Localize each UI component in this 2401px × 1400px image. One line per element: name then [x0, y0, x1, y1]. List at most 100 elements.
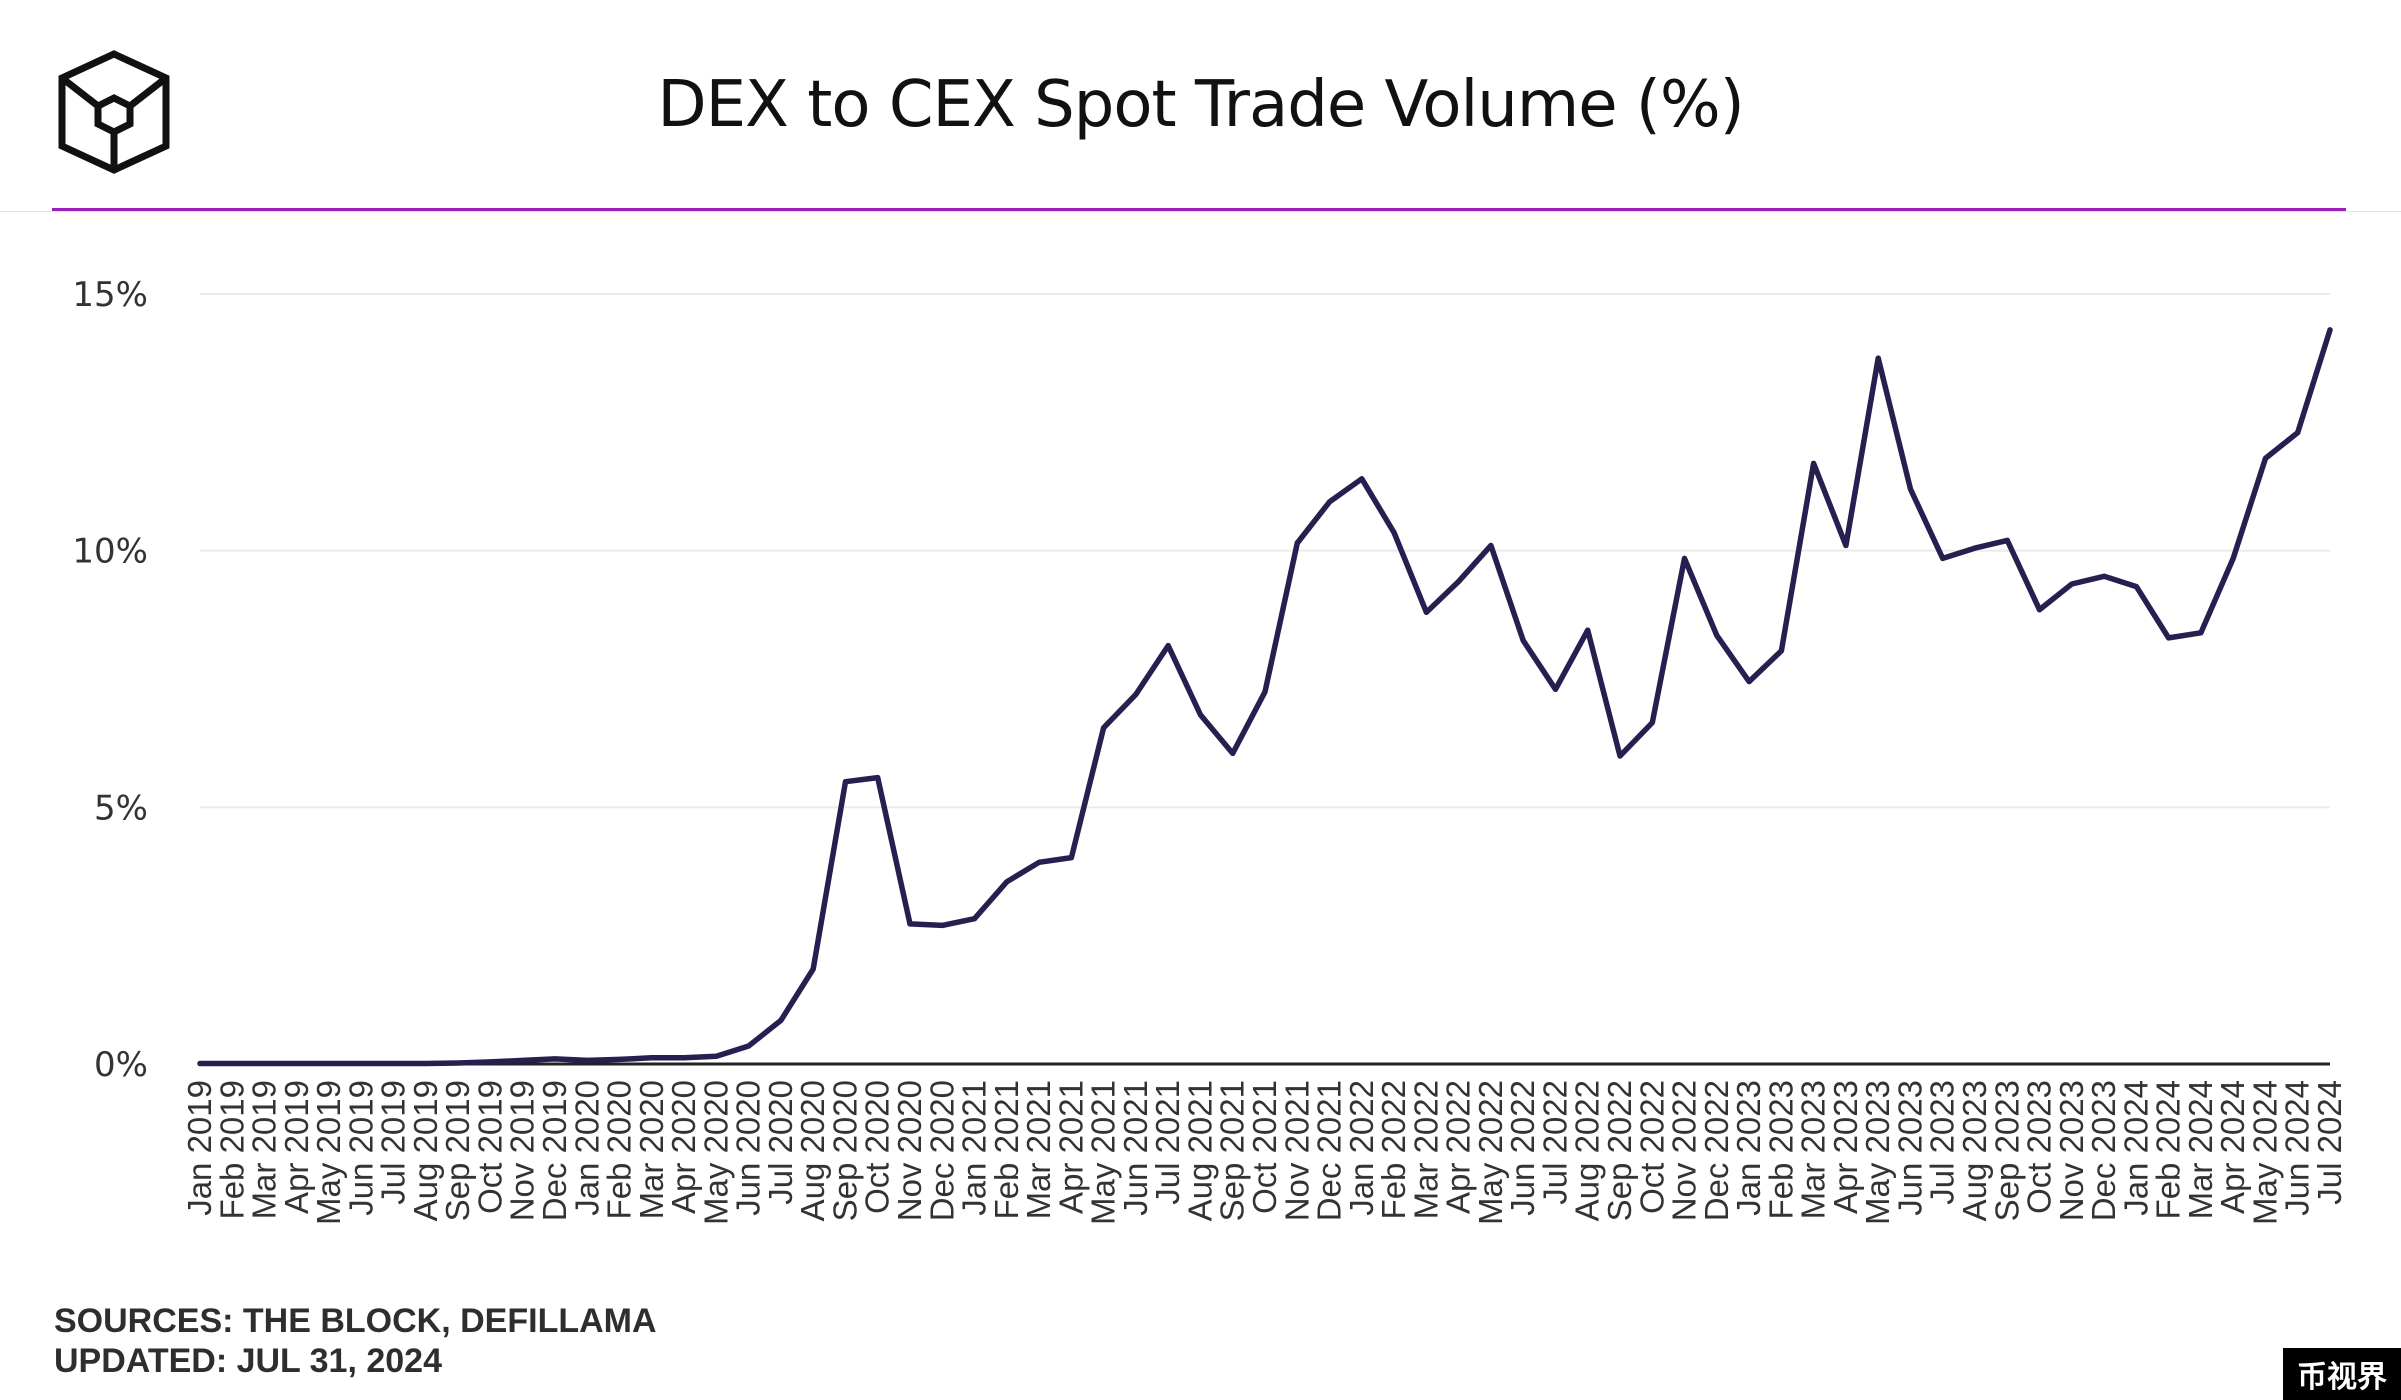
x-tick-label: Jun 2023: [1891, 1080, 1928, 1216]
data-point: [487, 1059, 493, 1065]
y-tick-label: 10%: [72, 532, 148, 572]
x-tick-label: Feb 2019: [213, 1080, 250, 1219]
x-tick-label: Oct 2021: [1246, 1080, 1283, 1214]
x-tick-label: Dec 2021: [1311, 1080, 1348, 1221]
data-point: [649, 1055, 655, 1061]
series-line: [197, 327, 2333, 1067]
x-tick-label: Mar 2024: [2182, 1080, 2219, 1219]
x-tick-label: Jun 2021: [1117, 1080, 1154, 1216]
data-point: [972, 916, 978, 922]
x-tick-label: Sep 2020: [826, 1080, 863, 1221]
data-point: [229, 1060, 235, 1066]
x-tick-label: Dec 2022: [1698, 1080, 1735, 1221]
x-tick-label: Nov 2020: [891, 1080, 928, 1221]
x-tick-label: Jun 2020: [730, 1080, 767, 1216]
data-point: [1423, 609, 1429, 615]
data-point: [778, 1017, 784, 1023]
x-tick-label: Mar 2023: [1795, 1080, 1832, 1219]
data-point: [455, 1060, 461, 1066]
y-tick-label: 0%: [94, 1045, 148, 1085]
data-point: [326, 1060, 332, 1066]
x-tick-label: Jun 2019: [342, 1080, 379, 1216]
data-point: [358, 1060, 364, 1066]
data-point: [1972, 545, 1978, 551]
data-point: [1197, 712, 1203, 718]
data-point: [1811, 460, 1817, 466]
x-tick-label: Feb 2024: [2150, 1080, 2187, 1219]
data-point: [520, 1057, 526, 1063]
data-point: [391, 1060, 397, 1066]
data-point: [584, 1057, 590, 1063]
x-tick-label: Oct 2020: [859, 1080, 896, 1214]
watermark-badge: 币视界: [2283, 1348, 2401, 1400]
sources-note: SOURCES: THE BLOCK, DEFILLAMA: [54, 1302, 657, 1340]
data-point: [2262, 455, 2268, 461]
x-tick-label: Jul 2024: [2311, 1080, 2348, 1205]
x-tick-label: Apr 2021: [1052, 1080, 1089, 1214]
x-tick-label: Jul 2019: [375, 1080, 412, 1205]
x-tick-label: Nov 2022: [1666, 1080, 1703, 1221]
data-point: [2295, 430, 2301, 436]
x-tick-label: Jan 2021: [956, 1080, 993, 1216]
x-tick-label: Mar 2021: [1020, 1080, 1057, 1219]
the-block-cube-icon: [58, 50, 170, 174]
x-tick-label: Jul 2020: [762, 1080, 799, 1205]
data-point: [1456, 578, 1462, 584]
data-point: [1101, 725, 1107, 731]
data-point: [1294, 540, 1300, 546]
x-tick-label: Feb 2021: [988, 1080, 1025, 1219]
x-tick-label: Nov 2019: [504, 1080, 541, 1221]
x-tick-label: May 2019: [310, 1080, 347, 1225]
data-point: [423, 1060, 429, 1066]
data-point: [1165, 643, 1171, 649]
data-point: [842, 779, 848, 785]
x-tick-label: Aug 2021: [1181, 1080, 1218, 1221]
x-tick-label: May 2021: [1085, 1080, 1122, 1225]
data-point: [2198, 630, 2204, 636]
data-point: [1778, 648, 1784, 654]
x-tick-label: Apr 2023: [1827, 1080, 1864, 1214]
data-point: [1746, 679, 1752, 685]
data-point: [2101, 573, 2107, 579]
y-tick-label: 15%: [72, 275, 148, 315]
data-point: [262, 1060, 268, 1066]
data-point: [552, 1056, 558, 1062]
header-bar: DEX to CEX Spot Trade Volume (%): [0, 0, 2401, 212]
data-point: [197, 1060, 203, 1066]
data-point: [810, 966, 816, 972]
data-point: [1714, 632, 1720, 638]
updated-note: UPDATED: JUL 31, 2024: [54, 1342, 442, 1380]
data-point: [1907, 486, 1913, 492]
x-tick-label: Nov 2023: [2053, 1080, 2090, 1221]
data-point: [713, 1053, 719, 1059]
x-tick-label: Jul 2021: [1149, 1080, 1186, 1205]
x-tick-label: Jan 2024: [2117, 1080, 2154, 1216]
data-point: [1682, 555, 1688, 561]
x-tick-label: Jul 2023: [1924, 1080, 1961, 1205]
data-point: [1262, 689, 1268, 695]
data-point: [1359, 476, 1365, 482]
data-point: [1068, 855, 1074, 861]
accent-rule: [52, 208, 2346, 211]
data-point: [1391, 530, 1397, 536]
x-tick-label: Apr 2024: [2214, 1080, 2251, 1214]
data-point: [1488, 543, 1494, 549]
x-tick-label: Sep 2022: [1601, 1080, 1638, 1221]
data-point: [1649, 720, 1655, 726]
data-point: [1133, 691, 1139, 697]
data-point: [1230, 750, 1236, 756]
x-tick-label: Oct 2022: [1633, 1080, 1670, 1214]
header-divider: [0, 211, 2401, 212]
x-tick-label: Jan 2019: [181, 1080, 218, 1216]
x-tick-label: Aug 2023: [1956, 1080, 1993, 1221]
x-tick-label: Oct 2019: [471, 1080, 508, 1214]
x-tick-label: Apr 2019: [278, 1080, 315, 1214]
data-point: [907, 921, 913, 927]
x-tick-label: Apr 2022: [1440, 1080, 1477, 1214]
data-point: [939, 922, 945, 928]
data-point: [1552, 686, 1558, 692]
x-tick-label: Dec 2019: [536, 1080, 573, 1221]
data-point: [1004, 879, 1010, 885]
data-point: [617, 1056, 623, 1062]
